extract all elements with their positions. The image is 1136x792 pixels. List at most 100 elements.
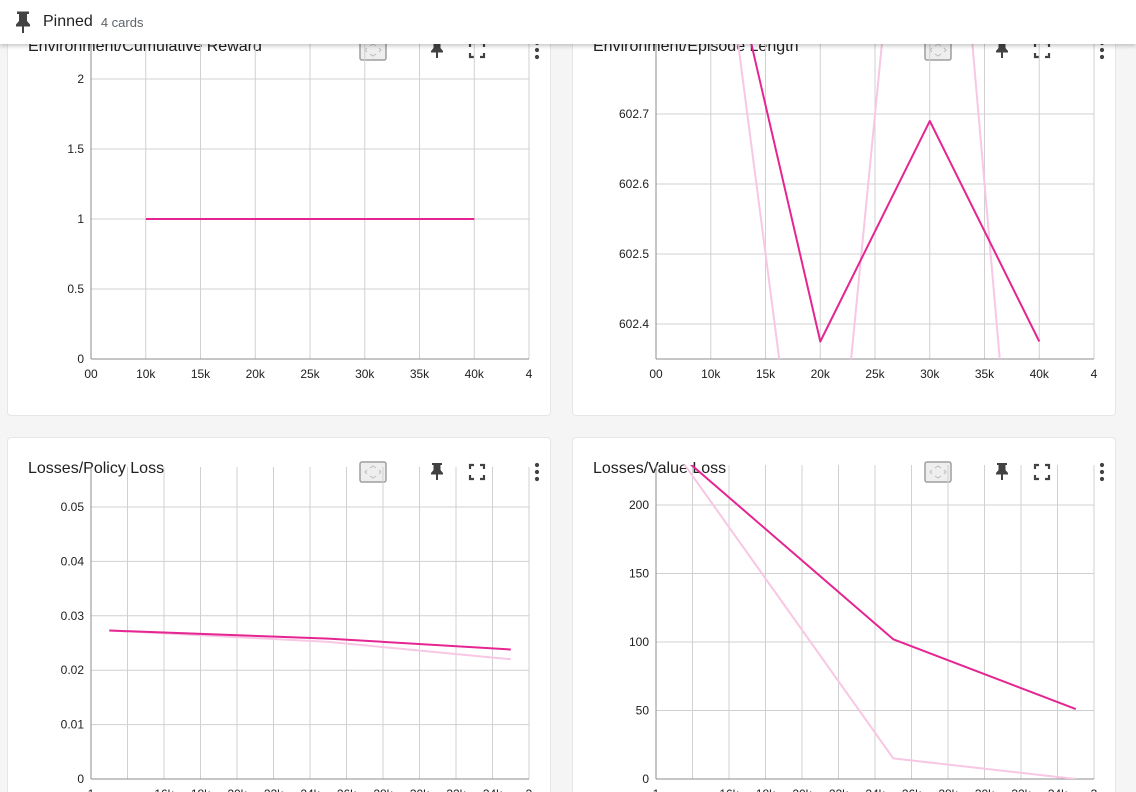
y-tick-label: 602.7 (619, 107, 649, 121)
scalar-card: Losses/Policy Loss 1 16k 18k 20k 22k 24k 26k 28k… (7, 437, 551, 792)
more-vert-icon (1099, 462, 1105, 482)
more-vert-button[interactable] (522, 460, 550, 484)
x-tick-label: 30k (975, 787, 995, 792)
pin-button[interactable] (987, 460, 1017, 484)
pinned-title: Pinned (43, 13, 93, 30)
y-tick-label: 0.05 (61, 500, 85, 514)
x-tick-label: 1 (653, 787, 660, 792)
x-tick-label: 25k (865, 367, 885, 381)
pin-button[interactable] (422, 460, 452, 484)
x-tick-label: 10k (701, 367, 721, 381)
x-tick-label: 22k (264, 787, 284, 792)
line-chart: 00 10k 15k 20k 25k 30k 35k 40k 4 602.4 602.5 602.6 6… (619, 39, 1098, 381)
pin-button[interactable] (422, 38, 452, 62)
fullscreen-button[interactable] (462, 460, 492, 484)
more-vert-button[interactable] (1087, 460, 1115, 484)
x-tick-label: 18k (191, 787, 211, 792)
y-tick-label: 2 (77, 72, 84, 86)
x-tick-label: 20k (811, 367, 831, 381)
x-tick-label: 20k (227, 787, 247, 792)
scalar-card: Environment/Cumulative Reward 00 10k 15k 20k… (7, 15, 551, 416)
x-tick-label: 40k (1030, 367, 1050, 381)
x-tick-label: 10k (136, 367, 156, 381)
pin-button[interactable] (987, 38, 1017, 62)
pin-icon (431, 41, 443, 58)
fit-domain-icon (359, 461, 387, 483)
pin-icon (431, 463, 443, 480)
y-tick-label: 150 (629, 567, 649, 581)
x-tick-label: 16k (154, 787, 174, 792)
series-line-raw (683, 465, 1076, 779)
more-vert-icon (534, 462, 540, 482)
x-tick-label: 24k (300, 787, 320, 792)
y-tick-label: 1 (77, 212, 84, 226)
x-tick-label: 30k (355, 367, 375, 381)
y-tick-label: 100 (629, 635, 649, 649)
x-tick-label: 35k (410, 367, 430, 381)
pin-icon (12, 11, 34, 33)
y-tick-label: 0 (642, 772, 649, 786)
x-tick-label: 26k (902, 787, 922, 792)
fit-domain-button[interactable] (358, 460, 388, 484)
pin-icon (996, 463, 1008, 480)
series-line-smoothed (109, 629, 511, 651)
x-tick-label: 30k (920, 367, 940, 381)
x-tick-label: 25k (300, 367, 320, 381)
y-tick-label: 602.6 (619, 177, 649, 191)
y-tick-label: 602.4 (619, 317, 649, 331)
y-tick-label: 0.04 (61, 554, 85, 568)
pinned-header: Pinned 4 cards (0, 0, 1136, 44)
x-tick-label: 28k (938, 787, 958, 792)
y-tick-label: 602.5 (619, 247, 649, 261)
series-line-raw (109, 629, 511, 661)
y-tick-label: 0.5 (67, 282, 84, 296)
x-tick-label: 28k (373, 787, 393, 792)
fit-domain-button[interactable] (923, 460, 953, 484)
line-chart: 00 10k 15k 20k 25k 30k 35k 40k 4 0 0.5 1 1.5 2 (67, 39, 533, 381)
y-tick-label: 0 (77, 772, 84, 786)
series-line-smoothed (749, 39, 1041, 343)
x-tick-label: 22k (829, 787, 849, 792)
x-tick-label: 20k (246, 367, 266, 381)
pin-icon (996, 41, 1008, 58)
card-title: Losses/Policy Loss (28, 460, 165, 477)
scalar-card: Environment/Episode Length 00 10k 15k 20k 25k… (572, 15, 1116, 416)
y-tick-label: 50 (636, 704, 650, 718)
x-tick-label: 18k (756, 787, 776, 792)
y-tick-label: 0.02 (61, 663, 85, 677)
x-tick-label: 1 (88, 787, 95, 792)
x-tick-label: 34k (1048, 787, 1068, 792)
x-tick-label: 32k (1011, 787, 1031, 792)
x-tick-label: 35k (975, 367, 995, 381)
fit-domain-icon (924, 461, 952, 483)
y-tick-label: 0.01 (61, 718, 85, 732)
fullscreen-button[interactable] (1027, 460, 1057, 484)
series-line-raw (736, 39, 1001, 359)
pinned-card-count: 4 cards (100, 14, 144, 30)
x-tick-label: 32k (446, 787, 466, 792)
x-tick-label: 15k (191, 367, 211, 381)
fullscreen-icon (1033, 463, 1051, 481)
x-tick-label: 15k (756, 367, 776, 381)
x-tick-label: 40k (465, 367, 485, 381)
line-chart: 1 16k 18k 20k 22k 24k 26k 28k 30k 32k 34k 3 0 50 100 15… (629, 465, 1098, 792)
x-tick-label: 4 (1091, 367, 1098, 381)
x-tick-label: 00 (84, 367, 98, 381)
x-tick-label: 20k (792, 787, 812, 792)
series-line-smoothed (689, 465, 1077, 711)
x-tick-label: 26k (337, 787, 357, 792)
x-tick-label: 24k (865, 787, 885, 792)
line-chart: 1 16k 18k 20k 22k 24k 26k 28k 30k 32k 34k 3 0 0.01 0.0… (61, 467, 533, 792)
y-tick-label: 0 (77, 352, 84, 366)
x-tick-label: 3 (526, 787, 533, 792)
y-tick-label: 0.03 (61, 609, 85, 623)
y-tick-label: 200 (629, 498, 649, 512)
x-tick-label: 30k (410, 787, 430, 792)
x-tick-label: 00 (649, 367, 663, 381)
x-tick-label: 16k (719, 787, 739, 792)
fullscreen-icon (468, 463, 486, 481)
x-tick-label: 3 (1091, 787, 1098, 792)
scalar-card: Losses/Value Loss116k18k20k22k24k26k28k3… (572, 437, 1116, 792)
x-tick-label: 34k (483, 787, 503, 792)
